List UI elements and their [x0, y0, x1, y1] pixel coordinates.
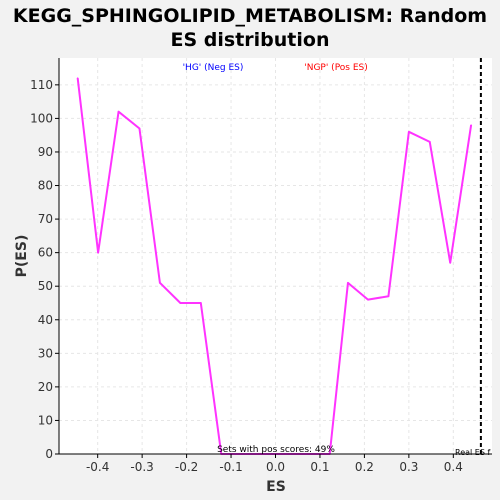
data-point — [200, 302, 202, 304]
y-tick-label: 10 — [38, 413, 53, 427]
data-point — [138, 127, 141, 130]
real-es-label: Real ES f — [455, 448, 490, 457]
ticks-layer: -0.4 -0.3 -0.2 -0.1 0.0 0.1 0.2 0.3 0.4 0 10 20 30 40… — [30, 78, 463, 474]
data-point — [117, 110, 120, 113]
data-point — [387, 295, 390, 298]
y-axis-label: P(ES) — [14, 235, 30, 278]
x-tick-label: -0.3 — [130, 460, 153, 474]
data-point — [97, 251, 99, 254]
x-tick-label: -0.4 — [86, 460, 109, 474]
grid-layer — [59, 58, 492, 455]
y-tick-label: 20 — [38, 380, 53, 394]
x-tick-label: 0.3 — [399, 460, 418, 474]
chart-title-line-1: KEGG_SPHINGOLIPID_METABOLISM: Random — [12, 5, 488, 27]
data-point — [449, 261, 452, 264]
x-tick-label: -0.1 — [219, 460, 242, 474]
y-tick-label: 50 — [38, 279, 53, 293]
y-tick-label: 60 — [38, 246, 53, 260]
data-point — [408, 131, 410, 133]
x-tick-label: 0.2 — [355, 460, 374, 474]
data-point — [179, 302, 182, 304]
y-tick-label: 100 — [30, 111, 53, 125]
x-tick-label: 0.0 — [266, 460, 285, 474]
y-tick-label: 110 — [30, 78, 53, 92]
x-tick-label: 0.1 — [310, 460, 329, 474]
y-tick-label: 90 — [38, 145, 53, 159]
neg-es-label: 'HG' (Neg ES) — [183, 63, 244, 73]
y-tick-label: 80 — [38, 179, 53, 193]
pos-scores-annotation: Sets with pos scores: 49% — [217, 445, 335, 455]
x-tick-label: 0.4 — [444, 460, 463, 474]
y-tick-label: 40 — [38, 313, 53, 327]
data-point — [367, 298, 369, 301]
x-axis-label: ES — [266, 479, 286, 495]
data-point — [470, 124, 472, 126]
x-tick-label: -0.2 — [175, 460, 198, 474]
chart-title-line-2: ES distribution — [170, 29, 330, 51]
chart-title: KEGG_SPHINGOLIPID_METABOLISM: Random ES … — [0, 4, 500, 52]
data-point — [428, 141, 431, 143]
y-tick-label: 30 — [38, 346, 53, 360]
data-point — [347, 282, 349, 284]
y-tick-label: 70 — [38, 212, 53, 226]
pos-es-label: 'NGP' (Pos ES) — [304, 63, 368, 73]
data-point — [76, 77, 79, 79]
y-tick-label: 0 — [45, 447, 53, 461]
data-point — [159, 282, 161, 284]
